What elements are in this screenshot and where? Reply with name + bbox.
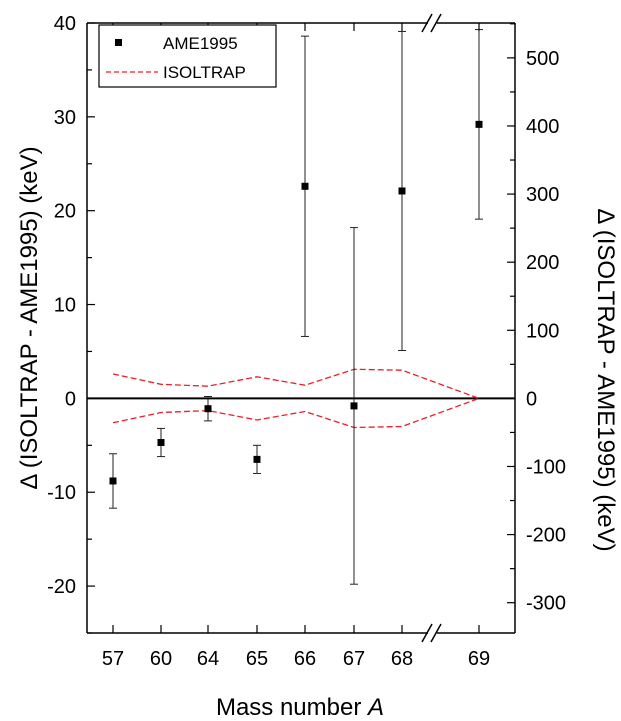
data-point-60 bbox=[157, 438, 165, 446]
axis-break-mark-bottom-2 bbox=[430, 623, 442, 643]
data-points bbox=[109, 120, 483, 485]
right-y-tick-label-0: 0 bbox=[526, 388, 537, 410]
y-axis-label-left: Δ (ISOLTRAP - AME1995) (keV) bbox=[16, 146, 43, 489]
data-point-69 bbox=[475, 120, 483, 128]
x-ticks: 57 60 64 65 66 67 68 69 bbox=[102, 23, 490, 670]
x-tick-label-65: 65 bbox=[246, 648, 268, 670]
left-y-tick-label-20: 20 bbox=[54, 201, 76, 223]
left-y-tick-label--20: -20 bbox=[47, 576, 76, 598]
data-point-68 bbox=[398, 187, 406, 195]
x-tick-label-60: 60 bbox=[150, 648, 172, 670]
legend-label-isoltrap: ISOLTRAP bbox=[163, 63, 246, 82]
left-y-tick-label-10: 10 bbox=[54, 295, 76, 317]
x-tick-label-68: 68 bbox=[391, 648, 413, 670]
legend-box bbox=[98, 24, 277, 88]
data-point-65 bbox=[253, 455, 261, 463]
plot-frame bbox=[86, 13, 516, 643]
axis-break-mark-top-1 bbox=[421, 13, 433, 33]
right-y-ticks: -300 -200 -100 0 100 200 300 400 500 bbox=[507, 23, 566, 615]
x-tick-label-57: 57 bbox=[102, 648, 124, 670]
x-axis-label-variable: A bbox=[366, 694, 384, 721]
left-y-ticks: -20 -10 0 10 20 30 40 bbox=[47, 13, 95, 634]
y-axis-label-right: Δ (ISOLTRAP - AME1995) (keV) bbox=[592, 208, 619, 551]
right-y-tick-label-500: 500 bbox=[526, 48, 559, 70]
left-y-tick-label-0: 0 bbox=[65, 388, 76, 410]
x-axis-label-text: Mass number bbox=[216, 694, 361, 721]
isoltrap-upper-line bbox=[112, 368, 480, 400]
data-point-64 bbox=[204, 405, 212, 413]
x-axis-label: Mass number A bbox=[216, 694, 384, 721]
left-y-tick-label-30: 30 bbox=[54, 107, 76, 129]
isoltrap-band bbox=[112, 368, 480, 429]
right-y-tick-label--300: -300 bbox=[526, 593, 566, 615]
legend: AME1995 ISOLTRAP bbox=[98, 24, 277, 88]
data-point-66 bbox=[301, 182, 309, 190]
axis-break-mark-top-2 bbox=[430, 13, 442, 33]
data-point-67 bbox=[350, 402, 358, 410]
right-y-tick-label-200: 200 bbox=[526, 252, 559, 274]
right-y-tick-label-300: 300 bbox=[526, 184, 559, 206]
legend-label-ame1995: AME1995 bbox=[163, 34, 238, 53]
axis-break-mark-bottom-1 bbox=[421, 623, 433, 643]
right-y-tick-label--100: -100 bbox=[526, 456, 566, 478]
x-tick-label-66: 66 bbox=[294, 648, 316, 670]
right-y-tick-label--200: -200 bbox=[526, 525, 566, 547]
left-y-tick-label--10: -10 bbox=[47, 482, 76, 504]
right-y-tick-label-400: 400 bbox=[526, 116, 559, 138]
data-point-57 bbox=[109, 477, 117, 485]
x-tick-label-67: 67 bbox=[343, 648, 365, 670]
x-tick-label-69: 69 bbox=[468, 648, 490, 670]
x-tick-label-64: 64 bbox=[197, 648, 219, 670]
legend-marker-ame1995 bbox=[115, 39, 122, 46]
right-y-tick-label-100: 100 bbox=[526, 320, 559, 342]
isoltrap-lower-line bbox=[112, 397, 480, 429]
left-y-tick-label-40: 40 bbox=[54, 13, 76, 35]
